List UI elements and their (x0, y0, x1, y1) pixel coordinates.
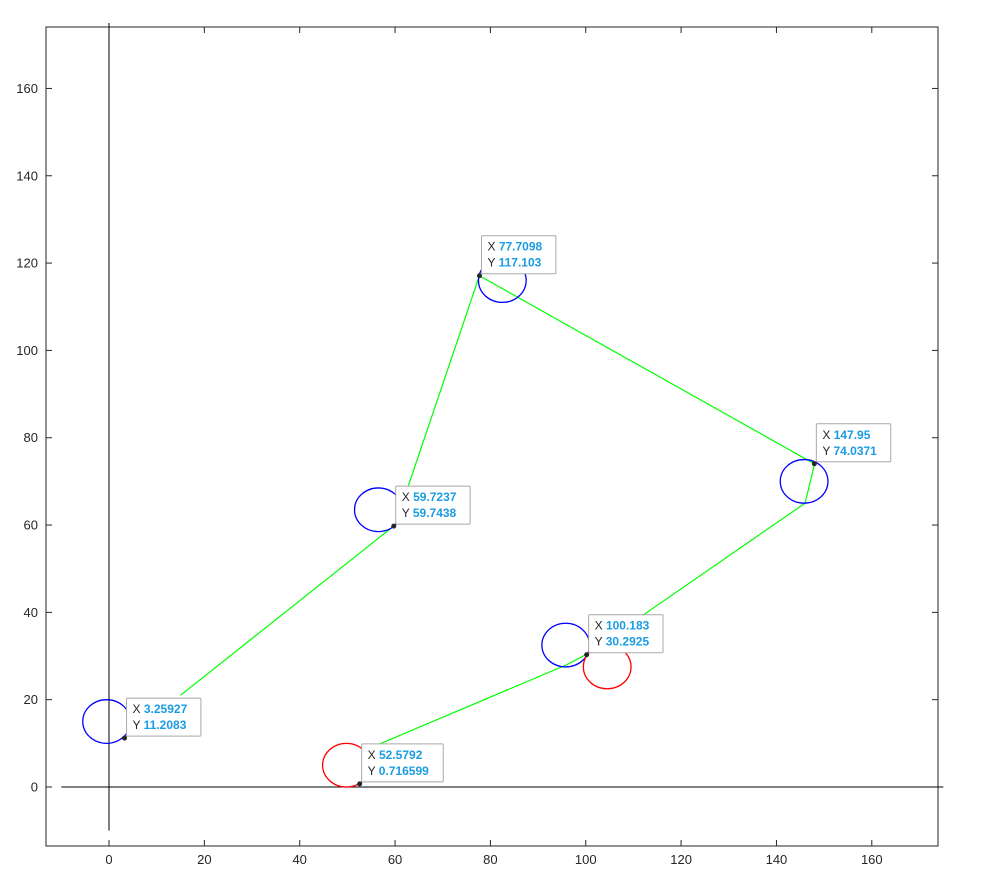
datatip-box (588, 614, 664, 654)
blue-circle (779, 458, 829, 504)
path-segment (566, 654, 587, 666)
datatip-y-key: Y (368, 764, 379, 778)
datatip-x-value: 147.95 (834, 428, 871, 442)
y-tick-label: 60 (24, 518, 38, 533)
datatip-marker (122, 735, 128, 741)
y-tick-label: 20 (24, 692, 38, 707)
path-segment (394, 275, 481, 526)
datatip-x-key: X (402, 490, 413, 504)
y-tick-label: 120 (16, 256, 38, 271)
datatip-x-key: X (133, 702, 144, 716)
x-tick-label: 60 (388, 852, 402, 867)
datatip: X 147.95Y 74.0371 (811, 423, 892, 467)
x-tick-label: 80 (483, 852, 497, 867)
x-tick-label: 160 (861, 852, 883, 867)
datatip-box (361, 743, 444, 783)
y-tick-label: 40 (24, 605, 38, 620)
x-tick-label: 100 (575, 852, 597, 867)
datatip-y-key: Y (133, 718, 144, 732)
path-segment (180, 524, 396, 696)
datatip-x-line: X 100.183 (595, 619, 650, 633)
datatip-y-value: 74.0371 (833, 444, 877, 458)
path-segment (479, 275, 815, 465)
y-tick-label: 160 (16, 81, 38, 96)
datatip-marker (357, 781, 363, 787)
datatip-x-line: X 59.7237 (402, 490, 457, 504)
datatip-y-key: Y (822, 444, 833, 458)
datatip-box (815, 423, 892, 463)
datatip-y-value: 0.716599 (379, 764, 429, 778)
datatip-y-key: Y (487, 256, 498, 270)
x-tick-label: 0 (105, 852, 112, 867)
datatip-y-line: Y 117.103 (487, 256, 541, 270)
datatip-box (395, 485, 471, 525)
datatip-y-line: Y 74.0371 (822, 444, 877, 458)
datatip-x-key: X (368, 748, 379, 762)
datatip-y-value: 117.103 (499, 256, 542, 270)
datatip-y-line: Y 0.716599 (368, 764, 430, 778)
datatip-x-value: 100.183 (606, 619, 650, 633)
datatip-x-line: X 3.25927 (133, 702, 188, 716)
datatip-y-value: 11.2083 (144, 718, 187, 732)
datatip-y-key: Y (595, 635, 606, 649)
datatip-marker (476, 273, 482, 279)
datatip-y-key: Y (402, 506, 413, 520)
datatip-x-value: 3.25927 (144, 702, 188, 716)
datatip-x-line: X 52.5792 (368, 748, 423, 762)
datatip-y-value: 59.7438 (413, 506, 457, 520)
datatip-y-line: Y 30.2925 (595, 635, 650, 649)
y-tick-label: 140 (16, 168, 38, 183)
datatip-box (126, 697, 202, 737)
x-tick-label: 20 (197, 852, 211, 867)
datatip-y-value: 30.2925 (606, 635, 650, 649)
path-segment (804, 463, 816, 504)
datatip-x-key: X (595, 619, 606, 633)
datatip-box (480, 235, 557, 275)
x-tick-label: 120 (670, 852, 692, 867)
x-tick-label: 40 (292, 852, 306, 867)
y-tick-label: 0 (31, 780, 38, 795)
path-segment (375, 664, 567, 747)
datatip-x-line: X 77.7098 (487, 240, 542, 254)
datatip-marker (584, 652, 590, 658)
datatip-x-value: 59.7237 (413, 490, 457, 504)
y-tick-label: 100 (16, 343, 38, 358)
datatip-x-value: 52.5792 (379, 748, 423, 762)
datatip-marker (391, 523, 397, 529)
datatip-x-line: X 147.95 (822, 428, 870, 442)
y-tick-label: 80 (24, 430, 38, 445)
datatip-y-line: Y 11.2083 (133, 718, 187, 732)
datatip-x-key: X (487, 240, 498, 254)
datatip-x-key: X (822, 428, 833, 442)
datatip-y-line: Y 59.7438 (402, 506, 457, 520)
x-tick-label: 140 (766, 852, 788, 867)
axis-ticks: 0 20 40 60 80 100 120 140 160 0 20 40 60 80 100 120 140 1… (16, 27, 938, 867)
reference-lines (61, 22, 944, 831)
datatip-marker (811, 461, 817, 467)
datatip-x-value: 77.7098 (499, 240, 543, 254)
